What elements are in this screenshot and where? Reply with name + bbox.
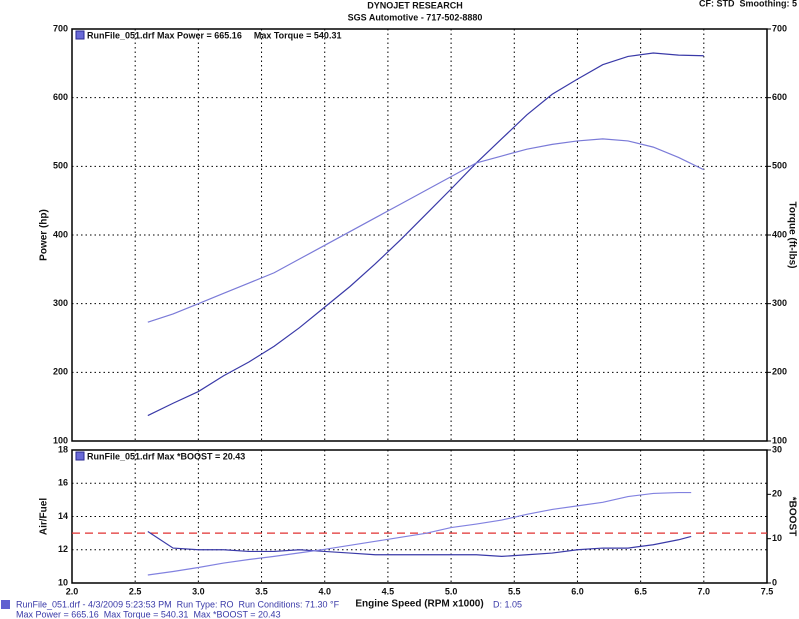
x-axis-label: Engine Speed (RPM x1000) <box>355 599 483 610</box>
x-tick-label: 3.0 <box>192 586 205 596</box>
y-tick-label: 400 <box>53 229 68 239</box>
x-tick-label: 6.0 <box>571 586 584 596</box>
y-tick-label: 500 <box>53 161 68 171</box>
y2-tick-label: 100 <box>772 435 787 445</box>
x-tick-label: 7.0 <box>698 586 711 596</box>
x-tick-label: 4.0 <box>318 586 331 596</box>
x-tick-label: 5.5 <box>508 586 521 596</box>
y-tick-label: 10 <box>58 577 68 587</box>
y2-tick-label: 30 <box>772 444 782 454</box>
x-tick-label: 4.5 <box>382 586 395 596</box>
y-tick-label: 300 <box>53 298 68 308</box>
y2-tick-label: 600 <box>772 92 787 102</box>
legend-swatch <box>75 451 85 461</box>
y2-tick-label: 500 <box>772 161 787 171</box>
y-tick-label: 100 <box>53 435 68 445</box>
header-subtitle: SGS Automotive - 717-502-8880 <box>348 12 483 22</box>
x-tick-label: 5.0 <box>445 586 458 596</box>
footer-line: RunFile_051.drf - 4/3/2009 5:23:53 PM Ru… <box>16 599 340 609</box>
y2-tick-label: 10 <box>772 533 782 543</box>
y-tick-label: 700 <box>53 23 68 33</box>
series-line <box>147 491 692 576</box>
header-title: DYNOJET RESEARCH <box>367 0 463 10</box>
x-tick-label: 3.5 <box>255 586 268 596</box>
footer-swatch <box>1 600 10 609</box>
y2-tick-label: 200 <box>772 367 787 377</box>
y2-tick-label: 400 <box>772 229 787 239</box>
y2-tick-label: 700 <box>772 23 787 33</box>
y-tick-label: 600 <box>53 92 68 102</box>
legend-label: RunFile_051.drf Max Power = 665.16 <box>87 30 242 40</box>
y-axis-label: Power (hp) <box>39 209 50 261</box>
legend-label: RunFile_051.drf Max *BOOST = 20.43 <box>87 451 245 461</box>
x-tick-label: 2.5 <box>129 586 142 596</box>
series-line <box>147 530 692 558</box>
y2-tick-label: 20 <box>772 489 782 499</box>
y2-tick-label: 0 <box>772 577 777 587</box>
header-settings: CF: STD Smoothing: 5 <box>699 0 797 8</box>
y-tick-label: 18 <box>58 444 68 454</box>
y2-axis-label: Torque (ft-lbs) <box>786 201 797 268</box>
series-line <box>147 138 705 323</box>
y2-axis-label: *BOOST <box>786 497 797 536</box>
y-tick-label: 14 <box>58 511 68 521</box>
x-tick-label: 2.0 <box>66 586 79 596</box>
footer-line: D: 1.05 <box>493 599 522 609</box>
legend-label: Max Torque = 540.31 <box>254 30 342 40</box>
y-tick-label: 12 <box>58 544 68 554</box>
y-tick-label: 200 <box>53 367 68 377</box>
legend-swatch <box>75 30 85 40</box>
x-tick-label: 7.5 <box>761 586 774 596</box>
series-line <box>147 52 704 417</box>
footer-line: Max Power = 665.16 Max Torque = 540.31 M… <box>16 609 281 619</box>
y-axis-label: Air/Fuel <box>39 498 50 535</box>
x-tick-label: 6.5 <box>634 586 647 596</box>
y-tick-label: 16 <box>58 478 68 488</box>
y2-tick-label: 300 <box>772 298 787 308</box>
